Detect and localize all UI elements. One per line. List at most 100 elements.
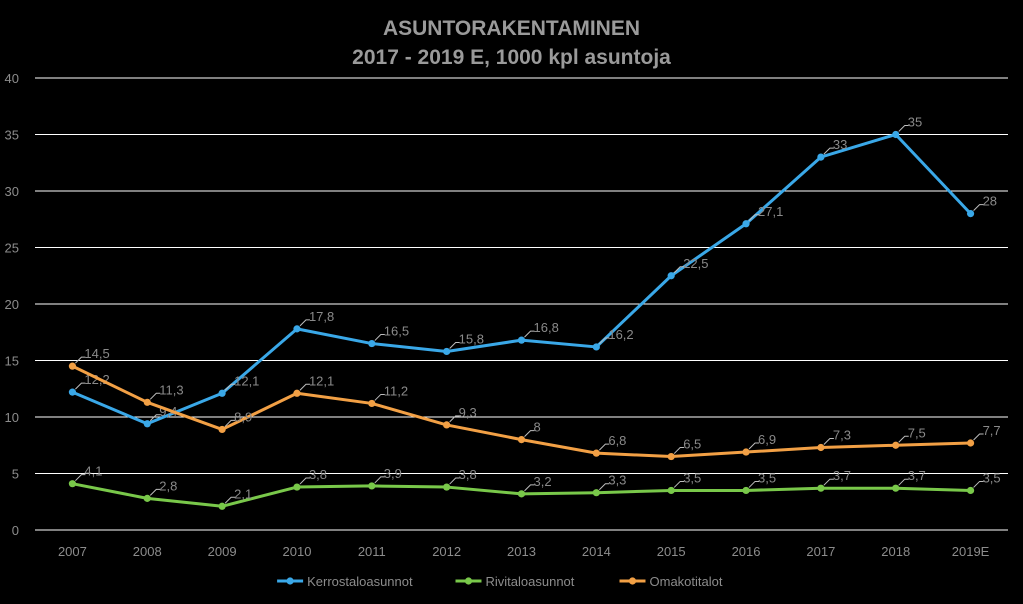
data-label-leader (673, 480, 685, 488)
data-label-leader (75, 356, 86, 364)
data-point-kerrostaloasunnot (592, 343, 600, 351)
data-label-omakotitalot: 12,1 (309, 373, 334, 388)
data-label-rivitaloasunnot: 3,5 (983, 470, 1001, 485)
y-tick-label: 0 (12, 523, 19, 538)
data-point-omakotitalot (293, 389, 301, 397)
data-label-leader (299, 319, 310, 327)
data-point-rivitaloasunnot (667, 486, 675, 495)
y-tick-label: 20 (5, 297, 19, 312)
data-point-omakotitalot (68, 362, 77, 370)
data-point-rivitaloasunnot (143, 494, 151, 502)
data-label-rivitaloasunnot: 3,5 (683, 470, 701, 485)
y-tick-label: 40 (5, 71, 19, 86)
data-point-rivitaloasunnot (443, 483, 451, 491)
data-label-omakotitalot: 11,3 (159, 382, 183, 397)
data-label-leader (75, 474, 86, 482)
legend-marker-omakotitalot (628, 577, 637, 585)
data-label-leader (524, 330, 535, 338)
data-label-leader (224, 419, 236, 427)
data-label-leader (748, 442, 760, 450)
data-label-kerrostaloasunnot: 22,5 (683, 256, 708, 271)
data-point-rivitaloasunnot (966, 486, 975, 495)
data-label-leader (598, 337, 610, 345)
data-label-omakotitalot: 7,3 (833, 428, 851, 443)
data-label-leader (973, 204, 984, 211)
data-label-leader (149, 414, 161, 422)
data-label-kerrostaloasunnot: 35 (908, 115, 922, 130)
data-label-kerrostaloasunnot: 12,1 (234, 373, 259, 388)
data-label-rivitaloasunnot: 3,8 (459, 467, 477, 482)
data-label-kerrostaloasunnot: 16,2 (608, 327, 633, 342)
data-label-omakotitalot: 8,9 (234, 409, 252, 424)
data-label-leader (748, 214, 760, 222)
data-label-leader (973, 480, 984, 488)
data-point-kerrostaloasunnot (218, 389, 226, 397)
data-label-leader (299, 477, 310, 485)
data-point-omakotitalot (892, 441, 900, 449)
data-point-kerrostaloasunnot (143, 420, 151, 428)
series-line-kerrostaloasunnot (71, 133, 972, 426)
chart-title-line: ASUNTORAKENTAMINEN (382, 17, 641, 40)
chart-subtitle-line: 2017 - 2019 E, 1000 kpl asuntoja (352, 46, 671, 69)
data-point-kerrostaloasunnot (68, 388, 77, 396)
data-label-kerrostaloasunnot: 28 (983, 194, 997, 209)
data-point-omakotitalot (143, 398, 151, 406)
x-tick-label: 2017 (806, 544, 835, 559)
y-tick-label: 5 (12, 467, 19, 482)
data-label-rivitaloasunnot: 4,1 (84, 464, 102, 479)
data-point-rivitaloasunnot (293, 483, 301, 491)
data-label-leader (149, 488, 161, 496)
data-label-leader (374, 393, 385, 401)
data-label-omakotitalot: 14,5 (84, 346, 109, 361)
data-label-omakotitalot: 7,7 (983, 423, 1001, 438)
data-label-omakotitalot: 6,9 (758, 432, 776, 447)
data-label-omakotitalot: 7,5 (908, 425, 926, 440)
data-label-leader (973, 433, 984, 441)
y-tick-label: 15 (5, 354, 19, 369)
x-tick-label: 2019E (952, 544, 990, 559)
data-label-rivitaloasunnot: 3,7 (908, 468, 926, 483)
data-point-omakotitalot (817, 443, 825, 452)
x-tick-label: 2008 (133, 544, 162, 559)
x-tick-label: 2010 (283, 544, 312, 559)
data-label-leader (598, 483, 610, 491)
data-point-kerrostaloasunnot (443, 347, 451, 356)
data-label-leader (898, 478, 909, 486)
data-label-leader (823, 438, 834, 445)
data-label-leader (673, 447, 685, 454)
data-label-leader (898, 125, 909, 132)
y-tick-label: 35 (5, 128, 19, 143)
data-point-kerrostaloasunnot (293, 325, 301, 333)
data-label-leader (149, 392, 161, 400)
legend-label-rivitaloasunnot: Rivitaloasunnot (486, 574, 575, 589)
data-label-leader (299, 383, 310, 391)
data-label-kerrostaloasunnot: 16,5 (384, 324, 409, 339)
data-point-omakotitalot (517, 436, 526, 444)
data-point-omakotitalot (592, 449, 600, 457)
data-point-omakotitalot (742, 448, 750, 456)
data-label-leader (898, 435, 909, 443)
x-tick-label: 2018 (881, 544, 910, 559)
data-point-omakotitalot (667, 452, 675, 461)
data-label-leader (449, 415, 460, 423)
x-tick-label: 2015 (657, 544, 686, 559)
x-tick-label: 2013 (507, 544, 536, 559)
data-label-rivitaloasunnot: 2,1 (234, 486, 252, 501)
data-point-rivitaloasunnot (368, 482, 376, 490)
data-label-omakotitalot: 6,5 (683, 437, 701, 452)
data-point-rivitaloasunnot (68, 480, 77, 488)
x-tick-label: 2014 (582, 544, 611, 559)
data-point-kerrostaloasunnot (517, 336, 526, 344)
y-tick-label: 25 (5, 241, 19, 256)
data-label-kerrostaloasunnot: 15,8 (459, 331, 484, 346)
legend-label-omakotitalot: Omakotitalot (650, 574, 723, 589)
data-label-rivitaloasunnot: 3,2 (534, 474, 552, 489)
data-point-omakotitalot (443, 421, 451, 429)
data-point-kerrostaloasunnot (368, 339, 376, 348)
legend-marker-rivitaloasunnot (464, 577, 473, 585)
data-point-rivitaloasunnot (817, 484, 825, 492)
legend-label-kerrostaloasunnot: Kerrostaloasunnot (307, 574, 413, 589)
data-label-rivitaloasunnot: 3,9 (384, 466, 402, 481)
data-point-kerrostaloasunnot (892, 130, 900, 139)
